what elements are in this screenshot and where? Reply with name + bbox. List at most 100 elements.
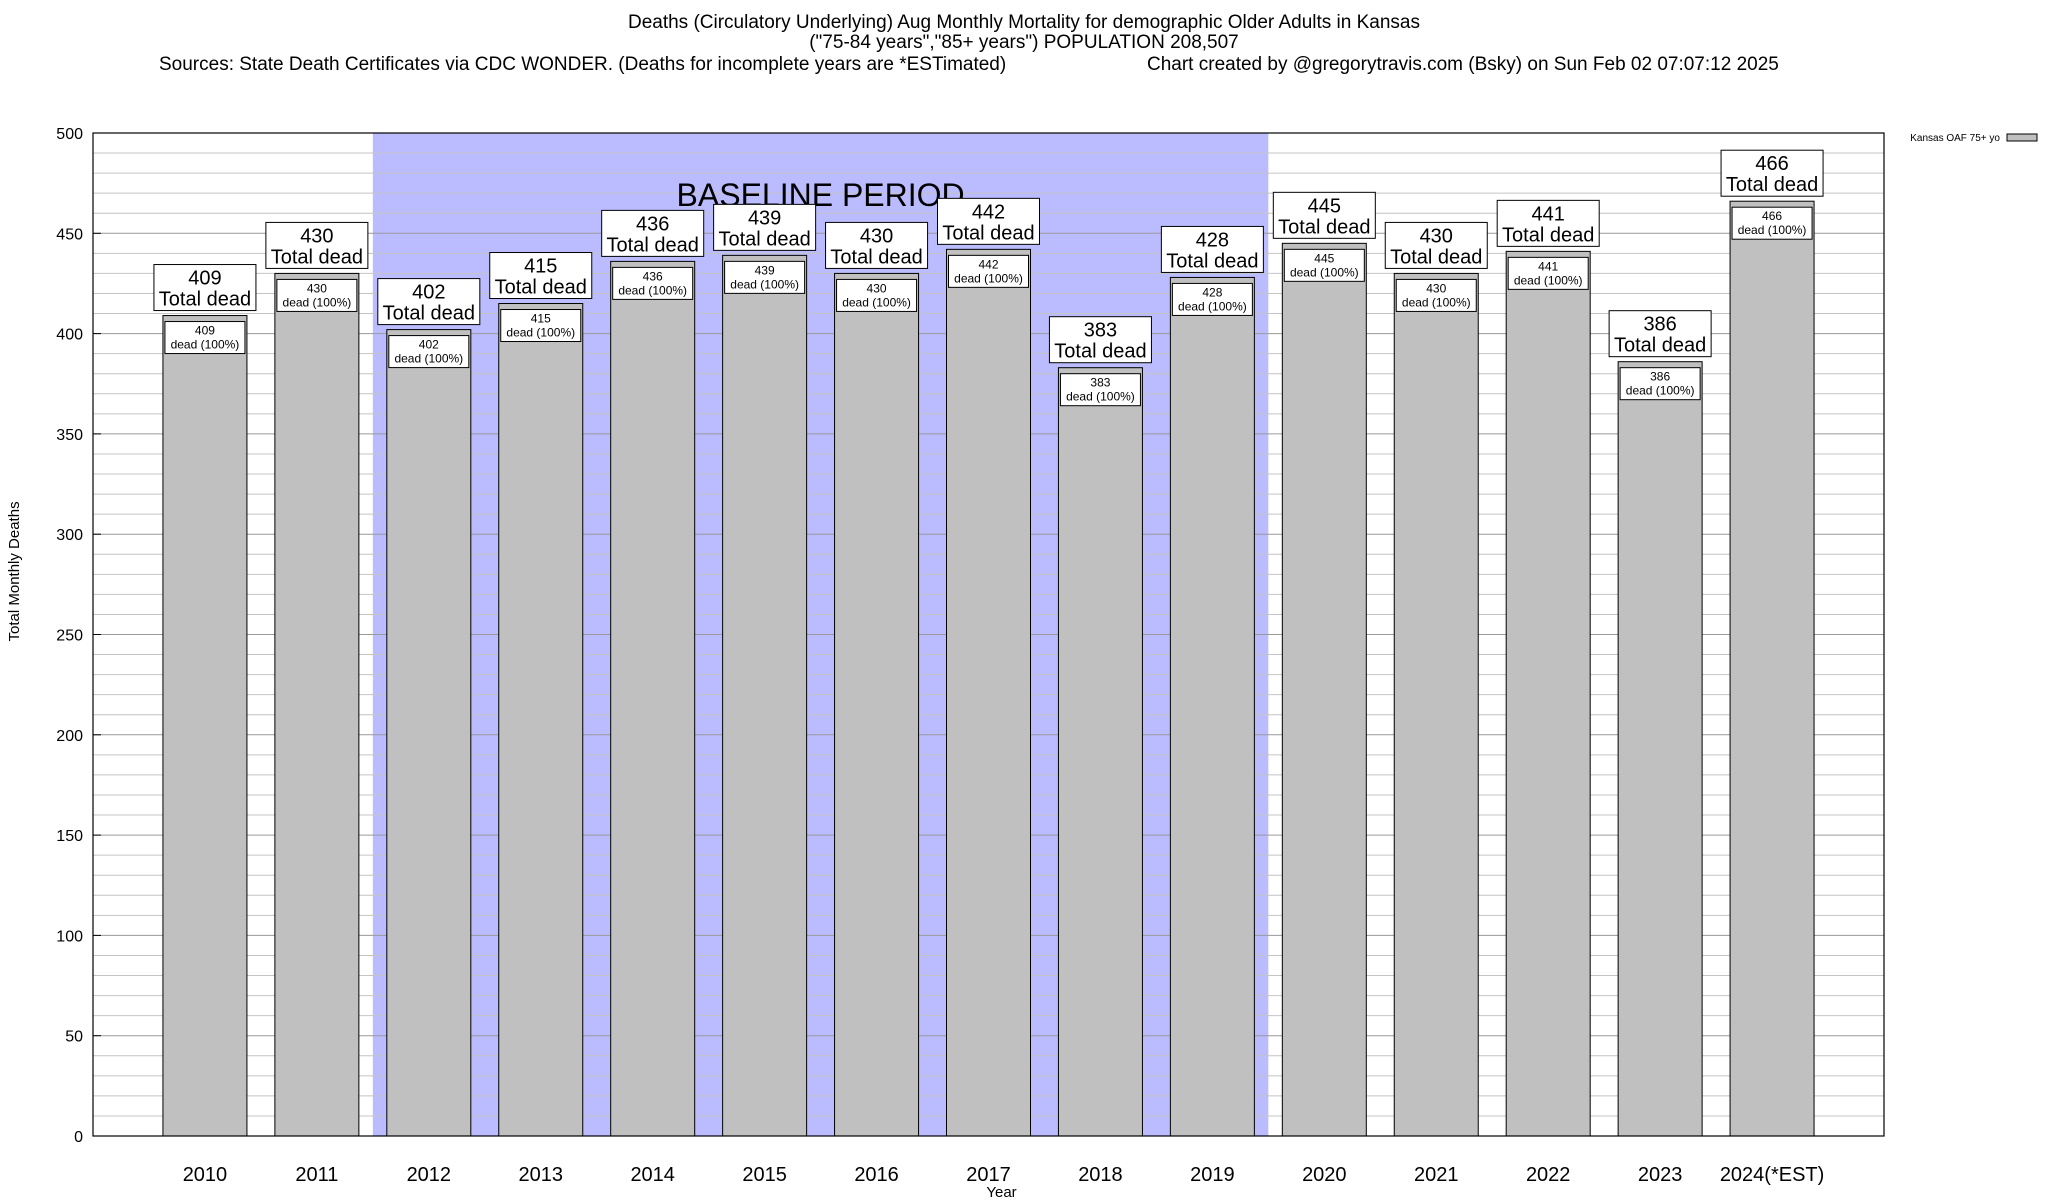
x-tick-label: 2013 (519, 1164, 564, 1186)
bar-inner-label-box (1395, 278, 1477, 312)
bar-inner-label-box (1507, 256, 1589, 290)
bar (498, 303, 584, 1137)
bar-inner-label-box (388, 335, 470, 369)
bar-top-label-box (1384, 221, 1488, 269)
bar-top-total-label: Total dead (942, 222, 1034, 244)
bar-top-total-label: Total dead (1726, 174, 1818, 196)
y-tick-label: 250 (56, 628, 83, 645)
x-tick-label: 2012 (407, 1164, 452, 1186)
bar-inner-value-label: 415 (531, 312, 551, 326)
bar-inner-dead-label: dead (100%) (1514, 273, 1583, 287)
bar-inner-dead-label: dead (100%) (1178, 299, 1247, 313)
bar-top-value-label: 428 (1196, 229, 1229, 251)
bar-top-value-label: 445 (1308, 195, 1341, 217)
bar-inner-dead-label: dead (100%) (1290, 265, 1359, 279)
bar (1057, 367, 1143, 1137)
bar-inner-value-label: 402 (419, 338, 439, 352)
bar (1169, 276, 1255, 1137)
y-tick-label: 450 (56, 226, 83, 243)
bar (1617, 361, 1703, 1137)
bar-inner-value-label: 441 (1538, 259, 1558, 273)
bar (946, 248, 1031, 1137)
x-tick-label: 2021 (1414, 1164, 1459, 1186)
bar-top-value-label: 409 (188, 268, 221, 290)
y-tick-label: 350 (56, 427, 83, 444)
legend-swatch (2006, 133, 2038, 142)
bar (722, 254, 808, 1137)
bar-inner-value-label: 466 (1762, 209, 1782, 223)
x-tick-label: 2023 (1638, 1164, 1683, 1186)
legend-label: Kansas OAF 75+ yo (1910, 133, 2000, 144)
bar-inner-value-label: 409 (195, 324, 215, 338)
y-tick-label: 150 (56, 828, 83, 845)
bar-inner-value-label: 428 (1202, 285, 1222, 299)
bar (274, 272, 360, 1137)
bar-top-total-label: Total dead (1278, 216, 1370, 238)
bar-inner-dead-label: dead (100%) (1738, 223, 1807, 237)
bar-inner-dead-label: dead (100%) (954, 271, 1023, 285)
bar-inner-label-box (1171, 282, 1253, 316)
bar-inner-dead-label: dead (100%) (618, 283, 687, 297)
bar-inner-value-label: 445 (1314, 251, 1334, 265)
x-tick-label: 2024(*EST) (1720, 1164, 1825, 1186)
bar-top-total-label: Total dead (1502, 224, 1594, 246)
bar-top-value-label: 383 (1084, 320, 1117, 342)
bar (834, 272, 920, 1137)
bar-top-value-label: 466 (1755, 153, 1788, 175)
bar-top-value-label: 439 (748, 207, 781, 229)
chart-title-line2: ("75-84 years","85+ years") POPULATION 2… (809, 32, 1239, 53)
bar-top-total-label: Total dead (271, 246, 363, 268)
x-tick-label: 2011 (295, 1164, 338, 1186)
chart-source-text: Sources: State Death Certificates via CD… (159, 54, 1007, 75)
bar-inner-dead-label: dead (100%) (506, 326, 575, 340)
y-tick-label: 100 (56, 928, 83, 945)
bar (1729, 200, 1815, 1137)
y-tick-label: 400 (56, 327, 83, 344)
x-tick-label: 2020 (1302, 1164, 1347, 1186)
bar (1505, 250, 1591, 1137)
bar (162, 315, 248, 1137)
bar-top-label-box (937, 197, 1040, 245)
bar-top-label-box (1608, 310, 1712, 358)
bar-top-value-label: 430 (300, 225, 333, 247)
bar-inner-label-box (500, 309, 582, 343)
bar-inner-dead-label: dead (100%) (1066, 390, 1135, 404)
bar-top-value-label: 442 (972, 201, 1005, 223)
bar-inner-value-label: 439 (755, 263, 775, 277)
bar-inner-label-box (836, 278, 918, 312)
bar-top-label-box (1272, 191, 1376, 239)
bar-inner-value-label: 386 (1650, 370, 1670, 384)
bar-top-value-label: 415 (524, 256, 557, 278)
bar (1281, 242, 1367, 1137)
y-axis-label: Total Monthly Deaths (6, 501, 23, 642)
x-tick-label: 2022 (1526, 1164, 1571, 1186)
bar-top-total-label: Total dead (495, 277, 587, 299)
bar-top-value-label: 430 (860, 225, 893, 247)
chart-credit-text: Chart created by @gregorytravis.com (Bsk… (1147, 54, 1779, 75)
bar-inner-label-box (1059, 373, 1141, 407)
bar (1393, 272, 1479, 1137)
bar-inner-dead-label: dead (100%) (842, 295, 911, 309)
y-tick-label: 500 (56, 126, 83, 143)
bar-top-value-label: 436 (636, 213, 669, 235)
bar-inner-value-label: 430 (307, 281, 327, 295)
y-tick-label: 0 (74, 1129, 83, 1146)
bar-top-label-box (1048, 316, 1152, 364)
bar-inner-dead-label: dead (100%) (283, 295, 352, 309)
bar-inner-value-label: 436 (643, 269, 663, 283)
bar-top-total-label: Total dead (1166, 250, 1258, 272)
bar-inner-label-box (1283, 248, 1365, 282)
y-tick-label: 50 (65, 1029, 83, 1046)
bar (610, 260, 696, 1137)
bar-inner-label-box (612, 266, 694, 300)
bar-top-value-label: 430 (1420, 225, 1453, 247)
bar-top-total-label: Total dead (607, 234, 699, 256)
bar-top-label-box (489, 252, 593, 300)
bar-inner-label-box (724, 260, 806, 294)
bar-inner-dead-label: dead (100%) (1402, 295, 1471, 309)
bar-top-total-label: Total dead (718, 228, 810, 250)
bar-top-label-box (377, 278, 481, 326)
bar-inner-label-box (164, 321, 246, 355)
bar-inner-dead-label: dead (100%) (1626, 384, 1695, 398)
